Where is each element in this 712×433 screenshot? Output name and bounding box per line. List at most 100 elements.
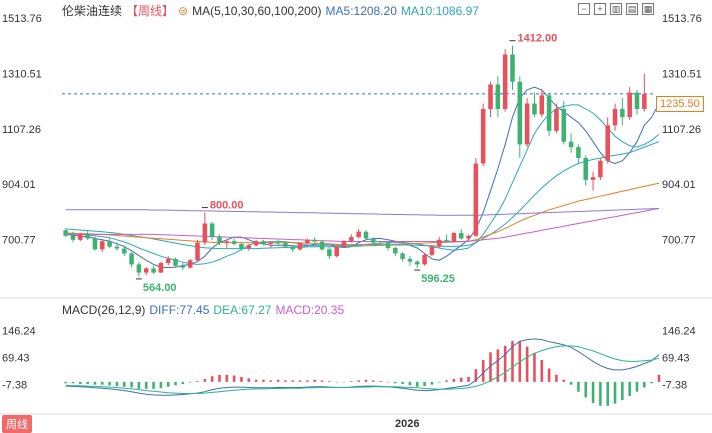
candle-body <box>444 239 449 242</box>
macd-bar <box>86 381 89 384</box>
macd-bar <box>650 381 653 384</box>
candle-body <box>451 233 457 242</box>
period-label[interactable]: 【周线】 <box>126 4 175 18</box>
diff-value: DIFF:77.45 <box>149 303 210 317</box>
candle <box>634 89 640 115</box>
macd-bar <box>408 381 412 386</box>
ma-line-ma100 <box>65 208 660 242</box>
macd-bar <box>628 381 631 396</box>
candle <box>502 49 508 112</box>
candle-body <box>539 95 545 115</box>
macd-bar <box>547 368 551 382</box>
period-button[interactable]: 周线 <box>2 415 32 433</box>
candle-body <box>136 264 142 273</box>
candle-body <box>202 223 208 243</box>
candle <box>85 230 90 240</box>
annotation-0: 1412.00 <box>517 33 557 45</box>
macd-bar <box>101 381 104 385</box>
macd-bar <box>540 360 544 382</box>
grid-icon[interactable]: ▦ <box>642 3 654 15</box>
candle <box>444 234 449 243</box>
candle-body <box>78 234 83 240</box>
candle <box>349 234 354 243</box>
dea-line <box>65 345 660 394</box>
candle <box>371 237 376 246</box>
candle <box>488 81 493 118</box>
plus-icon[interactable]: + <box>594 3 606 15</box>
candle-body <box>129 253 134 265</box>
candle <box>598 158 603 180</box>
candle-body <box>217 237 222 243</box>
macd-bar <box>569 381 573 385</box>
candle <box>356 228 361 239</box>
candle-body <box>488 84 493 109</box>
candle <box>231 238 237 246</box>
bar-chart-icon[interactable]: ▥ <box>610 3 622 15</box>
macd-bar <box>174 381 177 386</box>
candle <box>224 239 230 249</box>
macd-bar <box>313 379 316 382</box>
candle-body <box>400 253 405 259</box>
price-tick-left-2: 1107.26 <box>2 124 41 136</box>
macd-tick-left-1: 69.43 <box>2 352 30 364</box>
macd-bar <box>247 378 251 382</box>
macd-bar <box>415 381 419 387</box>
candle-body <box>297 243 303 250</box>
candle-body <box>466 235 471 239</box>
macd-label: MACD(26,12,9) <box>62 303 146 317</box>
candle <box>605 117 610 164</box>
macd-bar <box>342 381 346 383</box>
symbol-name: 伦柴油连续 <box>62 4 123 18</box>
macd-bar <box>481 360 485 382</box>
price-tick-left-4: 700.77 <box>2 235 36 247</box>
macd-bar <box>533 352 536 382</box>
candle <box>253 239 259 247</box>
candle <box>378 241 383 246</box>
candle-body <box>620 108 625 118</box>
candle-body <box>246 245 252 249</box>
candle-body <box>283 243 288 247</box>
candle <box>151 265 156 274</box>
candle-body <box>209 223 215 238</box>
candle-body <box>598 160 603 178</box>
macd-bar <box>137 381 141 389</box>
macd-bar <box>430 381 434 385</box>
macd-bar <box>276 379 280 382</box>
candle <box>400 252 405 262</box>
candle-body <box>305 239 310 244</box>
candle-body <box>642 93 647 109</box>
candle-body <box>436 239 442 247</box>
candle-body <box>63 230 68 236</box>
macd-bar <box>525 346 529 382</box>
macd-tick-right-1: 69.43 <box>662 352 690 364</box>
price-tick-left-1: 1310.51 <box>2 68 42 80</box>
candle-body <box>253 241 259 246</box>
candle-body <box>429 246 435 255</box>
candle-body <box>224 241 230 243</box>
candle <box>524 98 530 148</box>
candle <box>539 89 545 118</box>
candle-body <box>510 54 515 82</box>
candle-body <box>85 234 90 239</box>
candle-body <box>576 147 581 159</box>
macd-bar <box>452 379 456 382</box>
macd-bar <box>269 380 273 382</box>
ma5-value: MA5:1208.20 <box>325 4 397 18</box>
candle-body <box>341 241 347 247</box>
macd-tick-right-0: 146.24 <box>662 325 696 337</box>
candle-chart-icon[interactable]: ▤ <box>626 3 638 15</box>
macd-bar <box>643 381 646 388</box>
candle <box>209 222 215 240</box>
candle-body <box>275 242 281 244</box>
macd-bar <box>423 381 426 387</box>
macd-bar <box>635 381 639 392</box>
settings-icon[interactable]: ⊜ <box>178 4 189 18</box>
candle <box>180 263 186 270</box>
macd-tick-right-2: -7.38 <box>662 379 687 391</box>
minus-icon[interactable]: − <box>578 3 590 15</box>
macd-bar <box>599 381 602 406</box>
candle-body <box>121 248 127 254</box>
candle-body <box>393 248 398 254</box>
macd-bar <box>401 381 404 384</box>
candle-body <box>371 238 376 243</box>
